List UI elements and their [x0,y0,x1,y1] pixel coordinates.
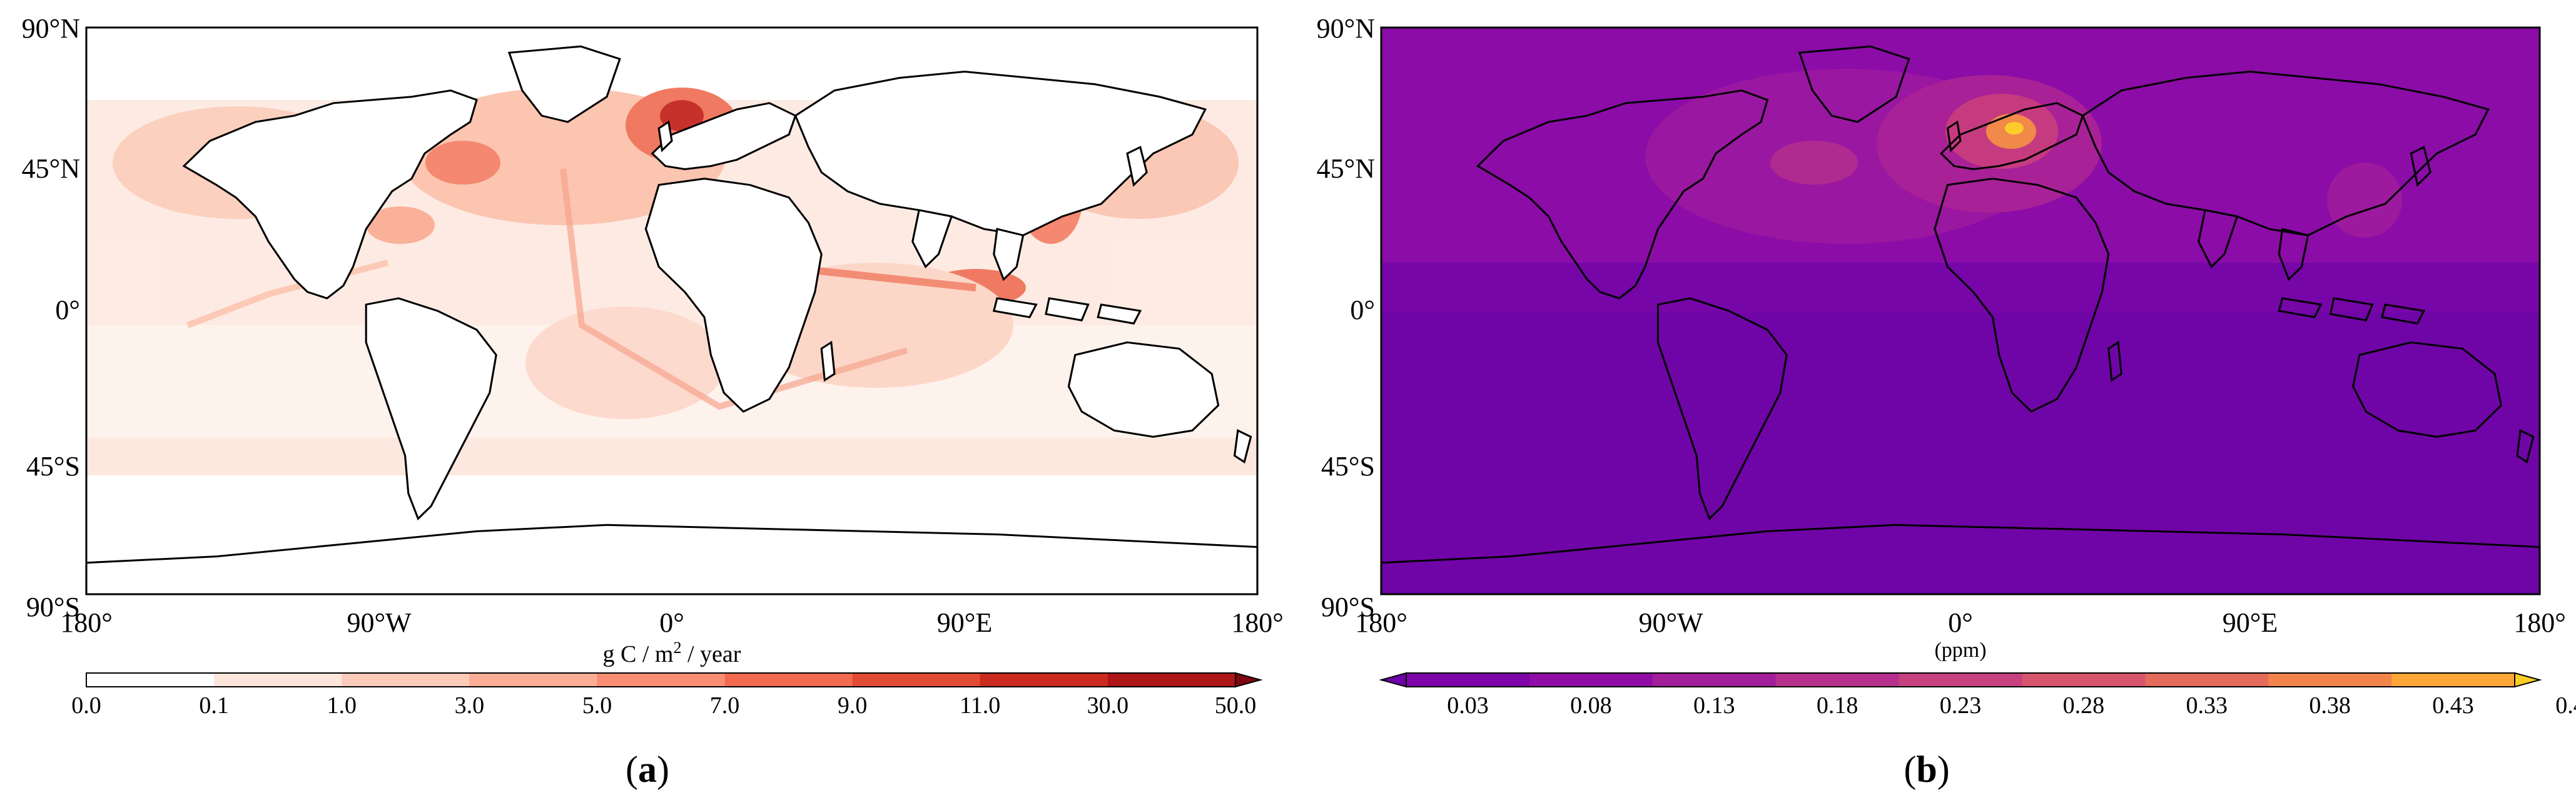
colorbar-b-tick-9: 0.48 [2555,692,2576,719]
colorbar-a-swatch-5 [724,673,853,687]
colorbar-a-swatch-1 [214,673,342,687]
lat-labels-b: 90°N 45°N 0° 45°S 90°S [1317,13,1375,622]
lon-label-b-0: 180° [1355,607,1407,638]
colorbar-a: 0.0 0.1 1.0 3.0 5.0 7.0 9.0 11.0 30.0 50.0 [71,672,1263,719]
lat-label-b-1: 45°N [1317,153,1375,184]
colorbar-a-tick-6: 9.0 [838,692,868,719]
colorbar-a-swatch-3 [469,673,597,687]
colorbar-a-tick-9: 50.0 [1215,692,1257,719]
colorbar-a-tick-7: 11.0 [960,692,1000,719]
colorbar-b-swatch-1 [1529,673,1653,687]
concentration-field-b [1381,28,2540,594]
colorbar-a-title: g C / m2 / year [603,639,741,668]
lat-label-a-4: 90°S [26,592,80,622]
colorbar-a-tick-2: 1.0 [327,692,357,719]
lon-label-b-3: 90°E [2223,607,2278,638]
lat-label-b-2: 0° [1350,295,1375,325]
lat-label-b-4: 90°S [1321,592,1375,622]
band-tropics-b [1381,263,2540,313]
blob-eastasia-b [2327,163,2402,238]
colorbar-a-swatch-0 [86,673,215,687]
colorbar-a-tick-8: 30.0 [1087,692,1129,719]
colorbar-b: 0.03 0.08 0.13 0.18 0.23 0.28 0.33 0.38 0.43 0.48 [1379,672,2576,719]
colorbar-a-tick-1: 0.1 [199,692,229,719]
colorbar-a-swatch-8 [1107,673,1236,687]
blob-useast-a [425,141,500,185]
colorbar-b-extend-max [2514,672,2542,688]
colorbar-b-swatch-3 [1775,673,1900,687]
lat-label-a-2: 0° [55,295,80,325]
map-b-frame [1380,26,2541,595]
blob-europe-max-b [2005,122,2024,134]
lat-label-a-0: 90°N [22,13,80,44]
lon-label-a-4: 180° [1231,607,1284,638]
colorbar-b-title: (ppm) [1934,639,1986,662]
colorbar-a-tick-4: 5.0 [582,692,612,719]
colorbar-b-tick-7: 0.38 [2309,692,2351,719]
lat-label-b-3: 45°S [1321,451,1375,482]
lon-labels-a: 180° 90°W 0° 90°E 180° [60,607,1284,638]
panel-b-caption: (b) [1904,749,1949,790]
lon-label-b-1: 90°W [1638,607,1703,638]
colorbar-b-tick-0: 0.03 [1447,692,1489,719]
map-b [1380,26,2541,595]
colorbar-a-outline [86,672,1236,687]
colorbar-b-extend-min [1379,672,1407,688]
blob-useast-b [1770,141,1858,185]
panel-a-caption: (a) [626,749,669,790]
blob-satlantic-a [525,306,726,419]
colorbar-b-swatch-5 [2022,673,2146,687]
lon-labels-b: 180° 90°W 0° 90°E 180° [1355,607,2566,638]
colorbar-a-swatch-7 [980,673,1108,687]
lat-labels-a: 90°N 45°N 0° 45°S 90°S [22,13,80,622]
lon-label-b-4: 180° [2513,607,2566,638]
lat-label-b-0: 90°N [1317,13,1375,44]
colorbar-b-tick-6: 0.33 [2186,692,2228,719]
panel-a: 90°N 45°N 0° 45°S 90°S 180° 90°W 0° 90°E… [22,13,1284,790]
panel-b: 90°N 45°N 0° 45°S 90°S 180° 90°W 0° 90°E… [1317,13,2576,790]
lon-label-a-0: 180° [60,607,113,638]
lon-label-a-2: 0° [659,607,684,638]
lane-cape-a [560,168,908,410]
lat-label-a-1: 45°N [22,153,80,184]
blob-northsea-core-a [660,100,704,131]
band-south-b [1381,313,2540,594]
colorbar-b-swatch-0 [1406,673,1530,687]
colorbar-b-swatch-8 [2391,673,2515,687]
colorbar-a-tick-3: 3.0 [455,692,485,719]
band-southern-ocean-a [86,438,1257,475]
colorbar-b-tick-8: 0.43 [2432,692,2474,719]
colorbar-a-swatch-2 [342,673,470,687]
map-a [85,26,1259,595]
colorbar-b-outline [1406,672,2515,687]
colorbar-b-tick-2: 0.13 [1693,692,1735,719]
blob-gulf-a [366,206,435,244]
lon-label-a-1: 90°W [347,607,412,638]
colorbar-a-tick-5: 7.0 [710,692,740,719]
map-a-frame [85,26,1259,595]
colorbar-b-tick-4: 0.23 [1940,692,1982,719]
colorbar-b-swatch-7 [2268,673,2392,687]
colorbar-b-swatch-6 [2145,673,2269,687]
colorbar-a-extend-max [1235,672,1263,688]
lon-label-b-2: 0° [1948,607,1973,638]
colorbar-a-swatch-6 [852,673,981,687]
colorbar-a-tick-0: 0.0 [71,692,101,719]
colorbar-b-tick-1: 0.08 [1570,692,1612,719]
colorbar-b-tick-3: 0.18 [1817,692,1858,719]
lon-label-a-3: 90°E [937,607,992,638]
colorbar-a-swatch-4 [597,673,726,687]
colorbar-b-swatch-2 [1652,673,1777,687]
colorbar-b-tick-5: 0.28 [2063,692,2105,719]
colorbar-b-swatch-4 [1899,673,2022,687]
lat-label-a-3: 45°S [26,451,80,482]
